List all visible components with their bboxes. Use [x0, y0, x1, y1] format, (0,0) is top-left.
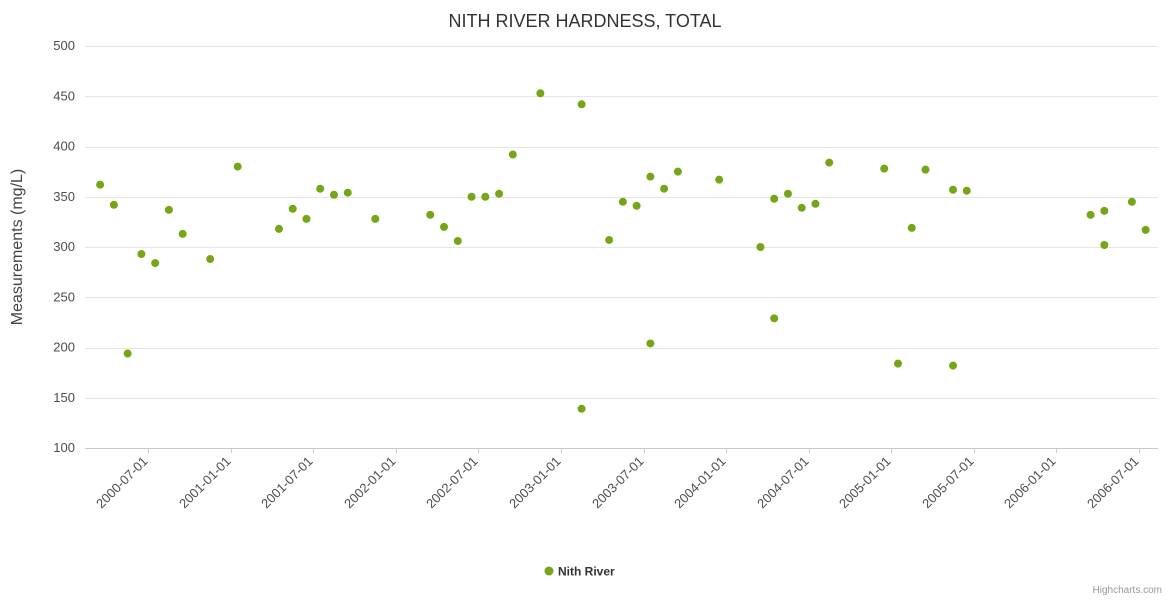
data-point[interactable] [137, 250, 146, 259]
data-point[interactable] [577, 100, 586, 109]
data-point[interactable] [329, 190, 338, 199]
y-gridlines [85, 46, 1158, 449]
x-tick-label: 2004-01-01 [671, 454, 729, 512]
legend[interactable]: Nith River [544, 565, 616, 579]
data-point[interactable] [907, 223, 916, 232]
chart-title: NITH RIVER HARDNESS, TOTAL [448, 11, 721, 31]
x-tick-label: 2005-07-01 [919, 454, 977, 512]
data-point[interactable] [825, 158, 834, 167]
data-point[interactable] [949, 361, 958, 370]
x-axis-labels: 2000-07-01 2001-01-01 2001-07-01 2002-01-01… [93, 454, 1142, 512]
data-point[interactable] [536, 89, 545, 98]
data-point[interactable] [811, 199, 820, 208]
data-point[interactable] [467, 192, 476, 201]
data-point[interactable] [962, 186, 971, 195]
y-tick-label: 450 [53, 88, 75, 103]
y-tick-label: 300 [53, 239, 75, 254]
data-point[interactable] [646, 339, 655, 348]
series-nith-river [96, 89, 1150, 413]
y-tick-label: 500 [53, 38, 75, 53]
data-point[interactable] [440, 222, 449, 231]
data-point[interactable] [453, 236, 462, 245]
data-point[interactable] [233, 162, 242, 171]
data-point[interactable] [715, 175, 724, 184]
x-axis [85, 448, 1158, 453]
data-point[interactable] [426, 210, 435, 219]
y-axis-title: Measurements (mg/L) [9, 169, 26, 326]
data-point[interactable] [632, 201, 641, 210]
data-point[interactable] [646, 172, 655, 181]
data-point[interactable] [783, 189, 792, 198]
y-tick-label: 250 [53, 289, 75, 304]
data-point[interactable] [302, 214, 311, 223]
x-tick-label: 2002-01-01 [341, 454, 399, 512]
data-point[interactable] [371, 214, 380, 223]
x-tick-label: 2006-01-01 [1001, 454, 1059, 512]
data-point[interactable] [495, 189, 504, 198]
data-point[interactable] [96, 180, 105, 189]
x-tick-label: 2003-07-01 [589, 454, 647, 512]
data-point[interactable] [151, 259, 160, 268]
y-tick-label: 350 [53, 189, 75, 204]
y-tick-label: 400 [53, 139, 75, 154]
y-tick-label: 200 [53, 340, 75, 355]
data-point[interactable] [481, 192, 490, 201]
data-point[interactable] [921, 165, 930, 174]
legend-marker-icon [544, 566, 554, 576]
data-point[interactable] [756, 243, 765, 251]
data-point[interactable] [1127, 197, 1136, 206]
data-point[interactable] [894, 359, 903, 368]
data-point[interactable] [949, 185, 958, 194]
data-point[interactable] [577, 404, 586, 413]
data-point[interactable] [316, 184, 325, 193]
data-point[interactable] [770, 194, 779, 203]
x-tick-label: 2001-07-01 [258, 454, 316, 512]
data-point[interactable] [123, 349, 132, 358]
y-tick-label: 100 [53, 440, 75, 455]
data-point[interactable] [178, 229, 187, 238]
data-point[interactable] [343, 188, 352, 197]
data-point[interactable] [109, 200, 118, 209]
data-point[interactable] [164, 205, 173, 214]
data-point[interactable] [605, 235, 614, 244]
data-point[interactable] [880, 164, 889, 173]
credits-link[interactable]: Highcharts.com [1093, 585, 1162, 596]
data-point[interactable] [1141, 225, 1150, 234]
data-point[interactable] [274, 224, 283, 233]
data-point[interactable] [1100, 206, 1109, 215]
x-tick-label: 2003-01-01 [506, 454, 564, 512]
data-point[interactable] [673, 167, 682, 176]
data-point[interactable] [508, 150, 517, 159]
data-point[interactable] [1086, 210, 1095, 219]
y-axis-labels: 100 150 200 250 300 350 400 450 500 [53, 38, 75, 455]
x-tick-label: 2004-07-01 [754, 454, 812, 512]
y-tick-label: 150 [53, 390, 75, 405]
data-point[interactable] [660, 184, 669, 193]
legend-label: Nith River [558, 565, 615, 579]
data-point[interactable] [797, 203, 806, 212]
x-tick-label: 2005-01-01 [836, 454, 894, 512]
x-tick-label: 2006-07-01 [1084, 454, 1142, 512]
data-point[interactable] [770, 314, 779, 323]
data-point[interactable] [288, 204, 297, 213]
x-tick-label: 2000-07-01 [93, 454, 151, 512]
data-point[interactable] [206, 255, 215, 264]
x-tick-label: 2001-01-01 [176, 454, 234, 512]
data-point[interactable] [618, 197, 627, 206]
x-tick-label: 2002-07-01 [423, 454, 481, 512]
data-point[interactable] [1100, 240, 1109, 249]
